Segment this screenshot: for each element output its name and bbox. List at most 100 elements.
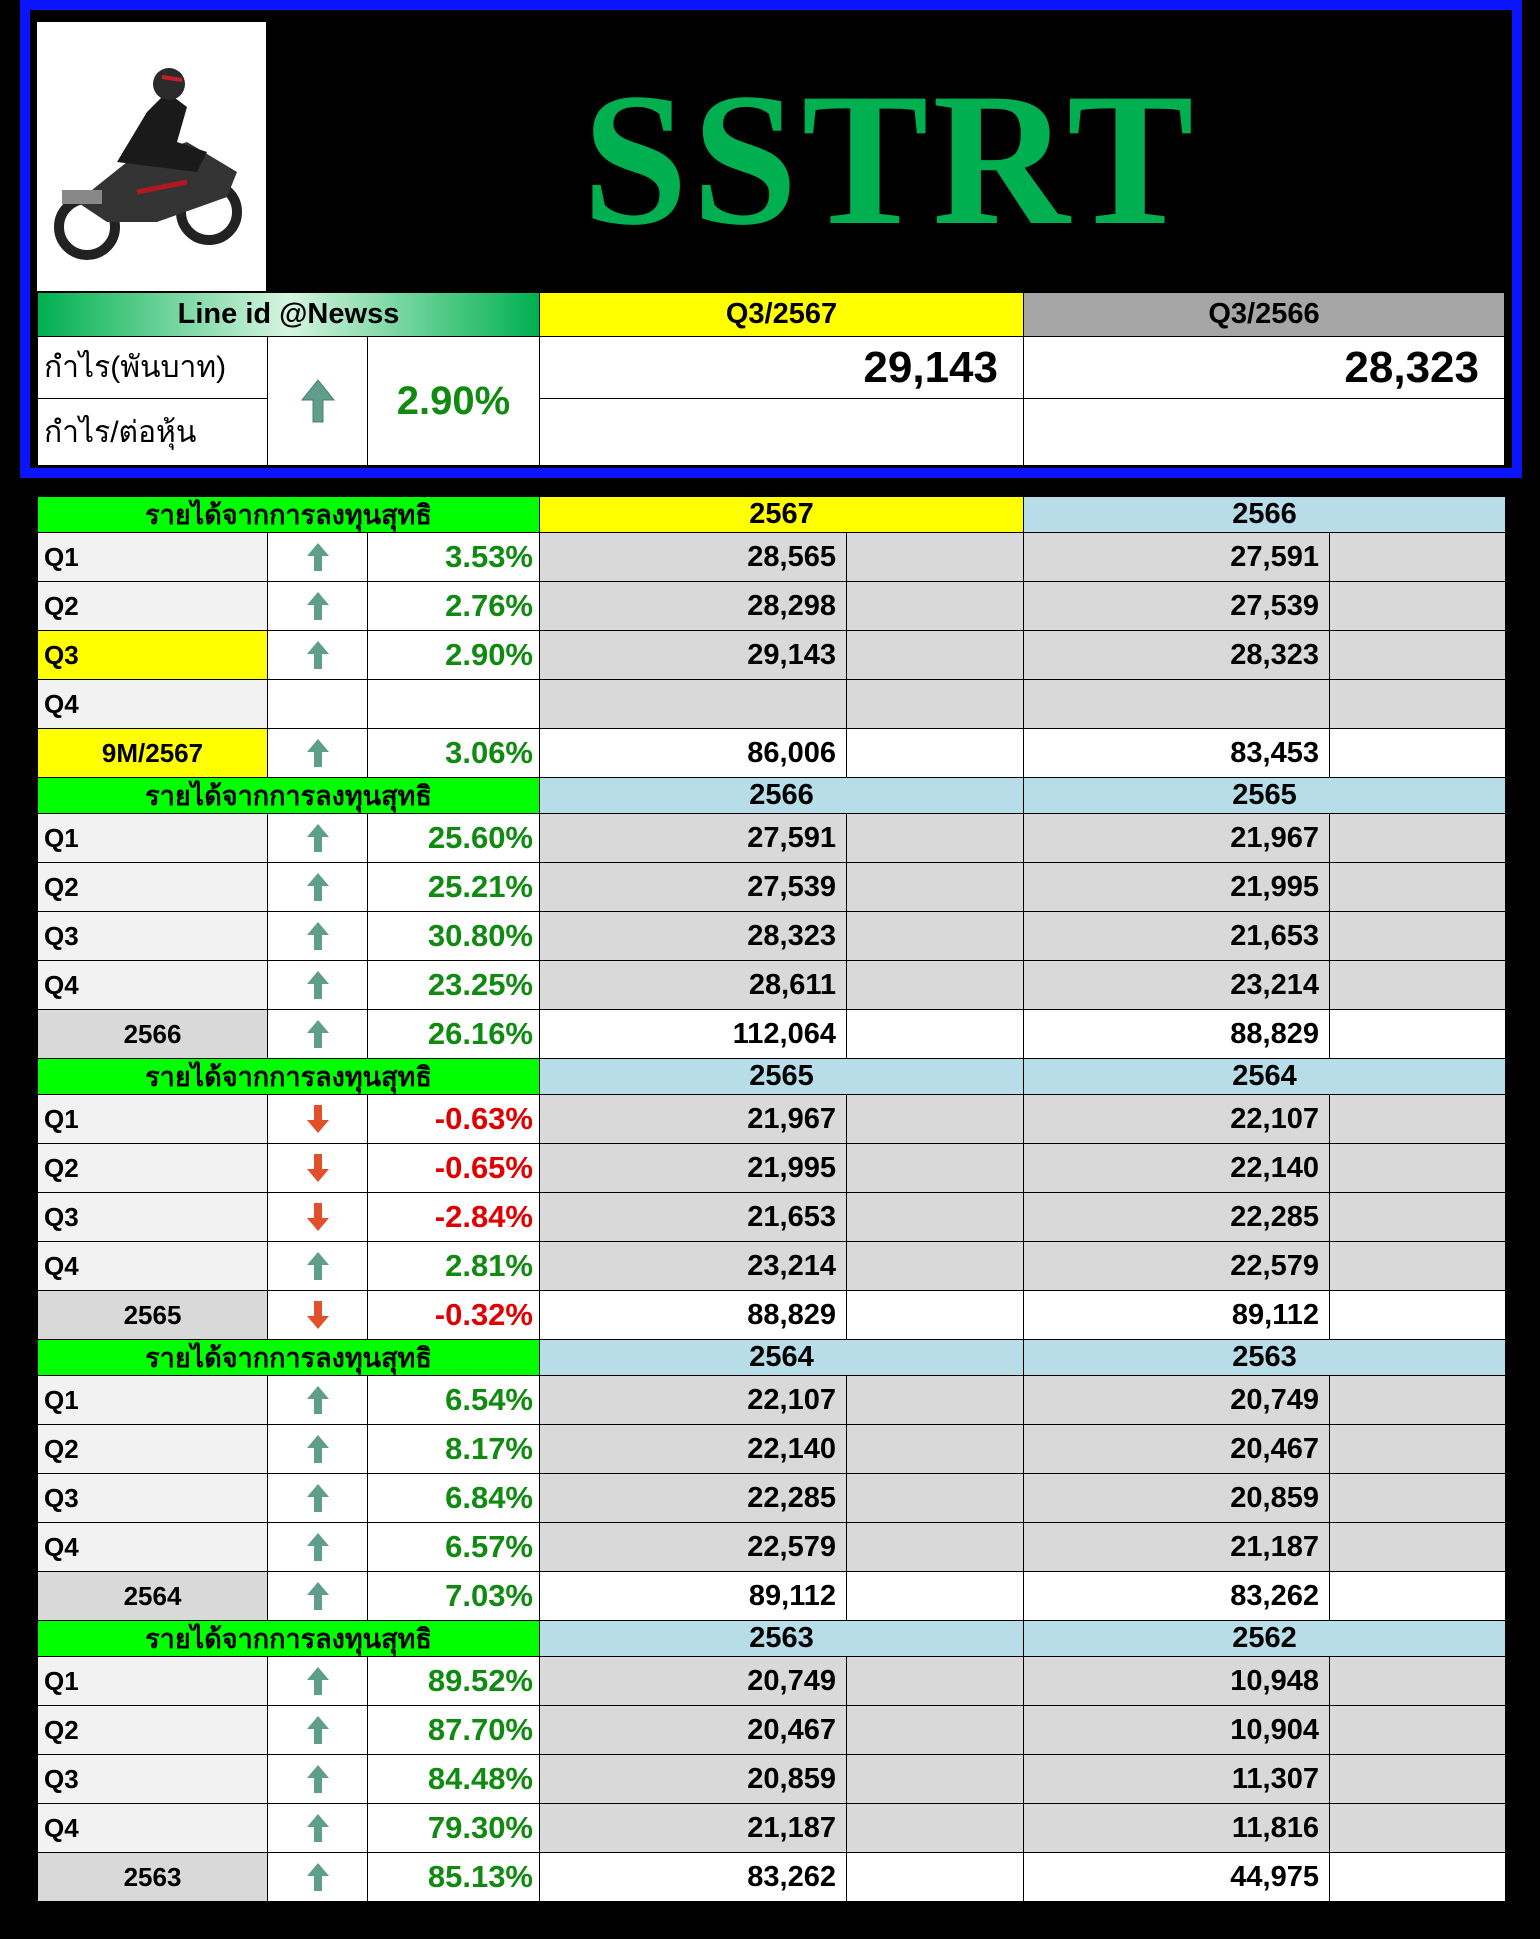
value-a-extra <box>846 1375 1024 1425</box>
row-label: Q4 <box>37 1241 268 1291</box>
row-label: Q3 <box>37 630 268 680</box>
change-percent: 25.60% <box>367 813 540 863</box>
up-arrow-icon <box>267 960 368 1010</box>
row-label: Q3 <box>37 911 268 961</box>
section-year-a: 2564 <box>539 1339 1024 1376</box>
up-arrow-icon <box>267 1424 368 1474</box>
up-arrow-icon <box>267 1852 368 1902</box>
profit-label: กำไร(พันบาท) <box>37 336 268 399</box>
value-a: 23,214 <box>539 1241 847 1291</box>
value-a: 28,298 <box>539 581 847 631</box>
value-b: 23,214 <box>1023 960 1330 1010</box>
up-arrow-icon <box>267 1241 368 1291</box>
section-year-a: 2565 <box>539 1058 1024 1095</box>
value-a: 27,539 <box>539 862 847 912</box>
up-arrow-icon <box>267 532 368 582</box>
value-a-extra <box>846 728 1024 778</box>
value-a-extra <box>846 862 1024 912</box>
change-percent: 2.76% <box>367 581 540 631</box>
row-label: Q1 <box>37 813 268 863</box>
value-a: 28,611 <box>539 960 847 1010</box>
value-b-extra <box>1329 1522 1506 1572</box>
value-b-extra <box>1329 1754 1506 1804</box>
down-arrow-icon <box>267 1192 368 1242</box>
up-arrow-icon <box>267 862 368 912</box>
up-arrow-icon <box>267 1522 368 1572</box>
section-year-b: 2565 <box>1023 777 1506 814</box>
value-b: 22,107 <box>1023 1094 1330 1144</box>
change-percent: 26.16% <box>367 1009 540 1059</box>
row-label: 2563 <box>37 1852 268 1902</box>
up-arrow-icon <box>267 1705 368 1755</box>
value-b-extra <box>1329 1705 1506 1755</box>
section-label: รายได้จากการลงทุนสุทธิ <box>37 777 540 814</box>
value-a: 112,064 <box>539 1009 847 1059</box>
up-arrow-icon <box>267 1656 368 1706</box>
change-percent: 3.53% <box>367 532 540 582</box>
value-b: 27,591 <box>1023 532 1330 582</box>
section-label: รายได้จากการลงทุนสุทธิ <box>37 496 540 533</box>
value-a: 28,323 <box>539 911 847 961</box>
change-percent: 8.17% <box>367 1424 540 1474</box>
row-label: Q1 <box>37 1656 268 1706</box>
value-b-extra <box>1329 1424 1506 1474</box>
row-label: Q2 <box>37 862 268 912</box>
current-quarter-header: Q3/2567 <box>539 292 1024 337</box>
section-year-b: 2563 <box>1023 1339 1506 1376</box>
motorcycle-logo <box>37 22 266 291</box>
value-b: 22,140 <box>1023 1143 1330 1193</box>
eps-current <box>539 398 1024 466</box>
value-a-extra <box>846 1754 1024 1804</box>
value-b: 83,453 <box>1023 728 1330 778</box>
row-label: Q3 <box>37 1754 268 1804</box>
up-arrow-icon <box>267 1473 368 1523</box>
profit-previous: 28,323 <box>1023 336 1505 399</box>
value-a-extra <box>846 1705 1024 1755</box>
value-a-extra <box>846 1473 1024 1523</box>
value-b: 27,539 <box>1023 581 1330 631</box>
value-b-extra <box>1329 1094 1506 1144</box>
section-year-a: 2567 <box>539 496 1024 533</box>
value-b-extra <box>1329 1375 1506 1425</box>
row-label: Q2 <box>37 581 268 631</box>
change-percent: 23.25% <box>367 960 540 1010</box>
eps-previous <box>1023 398 1505 466</box>
value-b-extra <box>1329 1241 1506 1291</box>
value-a-extra <box>846 1656 1024 1706</box>
value-b: 83,262 <box>1023 1571 1330 1621</box>
value-a: 86,006 <box>539 728 847 778</box>
value-a-extra <box>846 960 1024 1010</box>
value-a: 21,967 <box>539 1094 847 1144</box>
value-b: 10,948 <box>1023 1656 1330 1706</box>
up-arrow-icon <box>267 1754 368 1804</box>
value-a: 89,112 <box>539 1571 847 1621</box>
up-arrow-icon <box>267 630 368 680</box>
value-b-extra <box>1329 1009 1506 1059</box>
up-arrow-icon <box>267 728 368 778</box>
up-arrow-icon <box>267 813 368 863</box>
value-a-extra <box>846 813 1024 863</box>
value-b: 21,653 <box>1023 911 1330 961</box>
value-b: 21,967 <box>1023 813 1330 863</box>
row-label: 2566 <box>37 1009 268 1059</box>
section-year-b: 2562 <box>1023 1620 1506 1657</box>
value-b-extra <box>1329 1803 1506 1853</box>
value-a-extra <box>846 532 1024 582</box>
section-label: รายได้จากการลงทุนสุทธิ <box>37 1620 540 1657</box>
change-percent: 7.03% <box>367 1571 540 1621</box>
up-arrow-icon <box>267 1571 368 1621</box>
value-b: 89,112 <box>1023 1290 1330 1340</box>
row-label: Q4 <box>37 960 268 1010</box>
value-b-extra <box>1329 1290 1506 1340</box>
value-a: 22,107 <box>539 1375 847 1425</box>
change-percent: 6.84% <box>367 1473 540 1523</box>
up-arrow-icon <box>267 581 368 631</box>
value-b: 28,323 <box>1023 630 1330 680</box>
change-percent: 84.48% <box>367 1754 540 1804</box>
change-percent: 85.13% <box>367 1852 540 1902</box>
value-a: 29,143 <box>539 630 847 680</box>
section-year-a: 2566 <box>539 777 1024 814</box>
value-b: 11,816 <box>1023 1803 1330 1853</box>
value-b-extra <box>1329 911 1506 961</box>
change-percent: -0.63% <box>367 1094 540 1144</box>
